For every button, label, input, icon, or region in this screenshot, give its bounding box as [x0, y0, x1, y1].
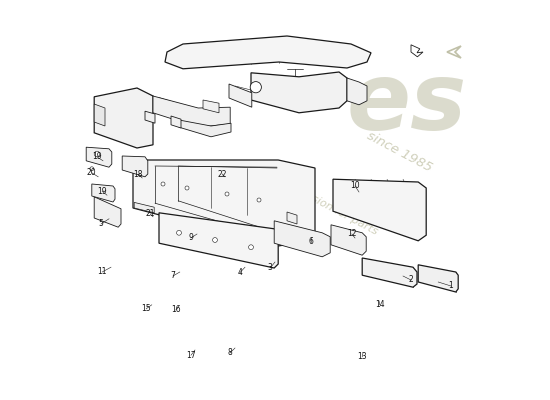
Text: 9: 9 — [189, 234, 194, 242]
Circle shape — [90, 167, 94, 171]
Text: 10: 10 — [350, 182, 360, 190]
Polygon shape — [347, 78, 367, 105]
Text: 14: 14 — [375, 300, 384, 309]
Polygon shape — [251, 72, 347, 113]
Polygon shape — [94, 88, 153, 148]
Text: 12: 12 — [347, 230, 356, 238]
Polygon shape — [274, 221, 330, 257]
Polygon shape — [331, 225, 366, 255]
Polygon shape — [159, 213, 278, 268]
Polygon shape — [94, 104, 105, 126]
Text: 15: 15 — [141, 304, 151, 313]
Circle shape — [94, 151, 100, 157]
Circle shape — [257, 198, 261, 202]
Text: 3: 3 — [268, 264, 273, 272]
Text: 1: 1 — [449, 282, 453, 290]
Text: 5: 5 — [98, 220, 103, 228]
Polygon shape — [229, 84, 252, 107]
Text: 8: 8 — [228, 348, 233, 357]
Polygon shape — [145, 111, 155, 123]
Polygon shape — [333, 179, 426, 241]
Polygon shape — [179, 120, 231, 137]
Text: 6: 6 — [309, 238, 313, 246]
Polygon shape — [171, 116, 181, 128]
Text: 20: 20 — [87, 168, 97, 177]
Circle shape — [250, 82, 261, 93]
Polygon shape — [122, 156, 148, 177]
Text: 4: 4 — [238, 268, 242, 277]
Text: 2: 2 — [409, 276, 414, 284]
Text: 19: 19 — [92, 152, 102, 161]
Text: a passion for parts: a passion for parts — [283, 179, 379, 237]
Circle shape — [161, 182, 165, 186]
Text: es: es — [347, 58, 467, 150]
Text: 21: 21 — [145, 210, 155, 218]
Polygon shape — [287, 212, 297, 224]
Polygon shape — [86, 147, 112, 167]
Polygon shape — [133, 160, 315, 246]
Polygon shape — [418, 265, 458, 292]
Text: 7: 7 — [170, 272, 175, 280]
Text: 22: 22 — [217, 170, 227, 178]
Text: since 1985: since 1985 — [364, 129, 434, 175]
Polygon shape — [362, 258, 417, 287]
Circle shape — [225, 192, 229, 196]
Polygon shape — [92, 184, 115, 202]
Text: 16: 16 — [171, 306, 180, 314]
Polygon shape — [165, 36, 371, 69]
Polygon shape — [134, 202, 154, 213]
Text: 11: 11 — [97, 268, 107, 276]
Text: 19: 19 — [97, 187, 107, 196]
Text: 18: 18 — [134, 170, 143, 178]
Polygon shape — [153, 96, 230, 127]
Text: 17: 17 — [186, 351, 196, 360]
Text: 13: 13 — [358, 352, 367, 361]
Circle shape — [249, 245, 254, 250]
Circle shape — [177, 230, 182, 235]
Polygon shape — [203, 100, 219, 113]
Polygon shape — [94, 197, 121, 227]
Circle shape — [185, 186, 189, 190]
Circle shape — [213, 238, 217, 242]
